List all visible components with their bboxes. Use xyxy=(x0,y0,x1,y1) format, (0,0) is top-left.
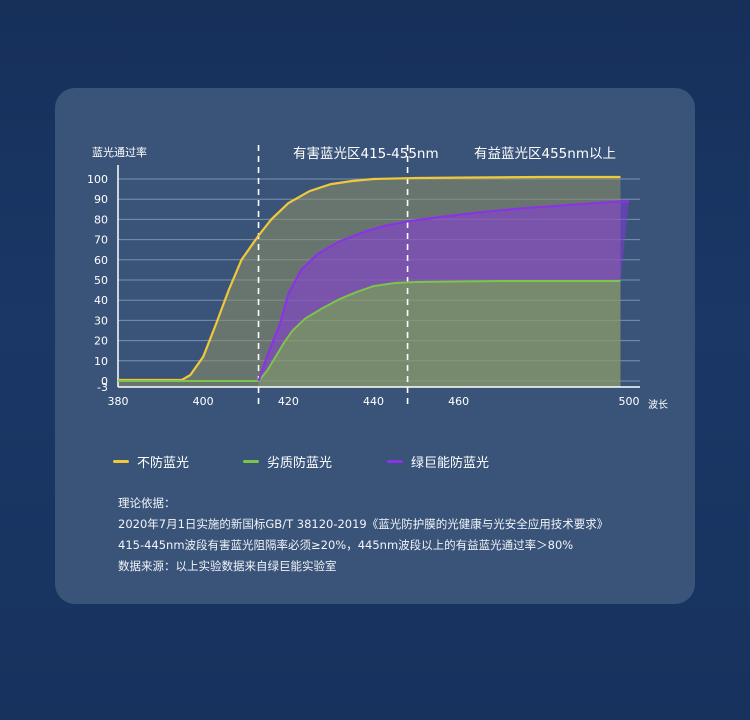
y-tick-label: 50 xyxy=(94,274,108,287)
y-tick-label: 80 xyxy=(94,213,108,226)
notes-line-source: 数据来源：以上实验数据来自绿巨能实验室 xyxy=(118,559,337,573)
x-tick-label: 380 xyxy=(108,395,129,408)
y-tick-label: 30 xyxy=(94,314,108,327)
region-label-beneficial: 有益蓝光区455nm以上 xyxy=(474,146,616,162)
x-tick-label: 500 xyxy=(619,395,640,408)
y-tick-label: 70 xyxy=(94,234,108,247)
area-brand-band xyxy=(258,201,629,381)
x-tick-label: 440 xyxy=(363,395,384,408)
y-tick-label: 40 xyxy=(94,294,108,307)
y-tick-label: 10 xyxy=(94,355,108,368)
legend-swatch-yellow xyxy=(113,460,129,463)
notes-block: 理论依据： 2020年7月1日实施的新国标GB/T 38120-2019《蓝光防… xyxy=(118,493,678,577)
legend-label: 不防蓝光 xyxy=(137,456,190,471)
y-tick-label: 90 xyxy=(94,193,108,206)
series-line-brand xyxy=(257,200,630,382)
area-inferior xyxy=(258,281,621,388)
y-tick-label: 20 xyxy=(94,335,108,348)
y-axis-title: 蓝光通过率 xyxy=(92,145,147,159)
x-tick-label: 400 xyxy=(193,395,214,408)
y-tick-label: 0 xyxy=(101,375,108,388)
y-tick-label: 100 xyxy=(87,173,108,186)
legend-label: 劣质防蓝光 xyxy=(267,456,333,471)
legend-swatch-green xyxy=(243,460,259,463)
y-tick-label: -3 xyxy=(97,381,108,394)
legend-swatch-purple xyxy=(387,460,403,463)
x-tick-label: 420 xyxy=(278,395,299,408)
y-tick-label: 60 xyxy=(94,254,108,267)
notes-heading: 理论依据： xyxy=(118,496,176,510)
chart-legend: 不防蓝光 劣质防蓝光 绿巨能防蓝光 xyxy=(113,452,653,472)
x-axis-title: 波长 xyxy=(648,398,668,411)
series-line-inferior xyxy=(118,280,621,382)
region-label-harmful: 有害蓝光区415-455nm xyxy=(293,146,439,162)
legend-item-inferior: 劣质防蓝光 xyxy=(243,452,332,471)
notes-line-requirement: 415-445nm波段有害蓝光阻隔率必须≥20%，445nm波段以上的有益蓝光通… xyxy=(118,538,574,552)
notes-line-standard: 2020年7月1日实施的新国标GB/T 38120-2019《蓝光防护膜的光健康… xyxy=(118,517,609,531)
legend-label: 绿巨能防蓝光 xyxy=(411,456,490,471)
x-tick-label: 460 xyxy=(448,395,469,408)
legend-item-brand: 绿巨能防蓝光 xyxy=(387,452,489,471)
series-line-no-protection xyxy=(118,175,621,382)
legend-item-no-protection: 不防蓝光 xyxy=(113,452,189,471)
